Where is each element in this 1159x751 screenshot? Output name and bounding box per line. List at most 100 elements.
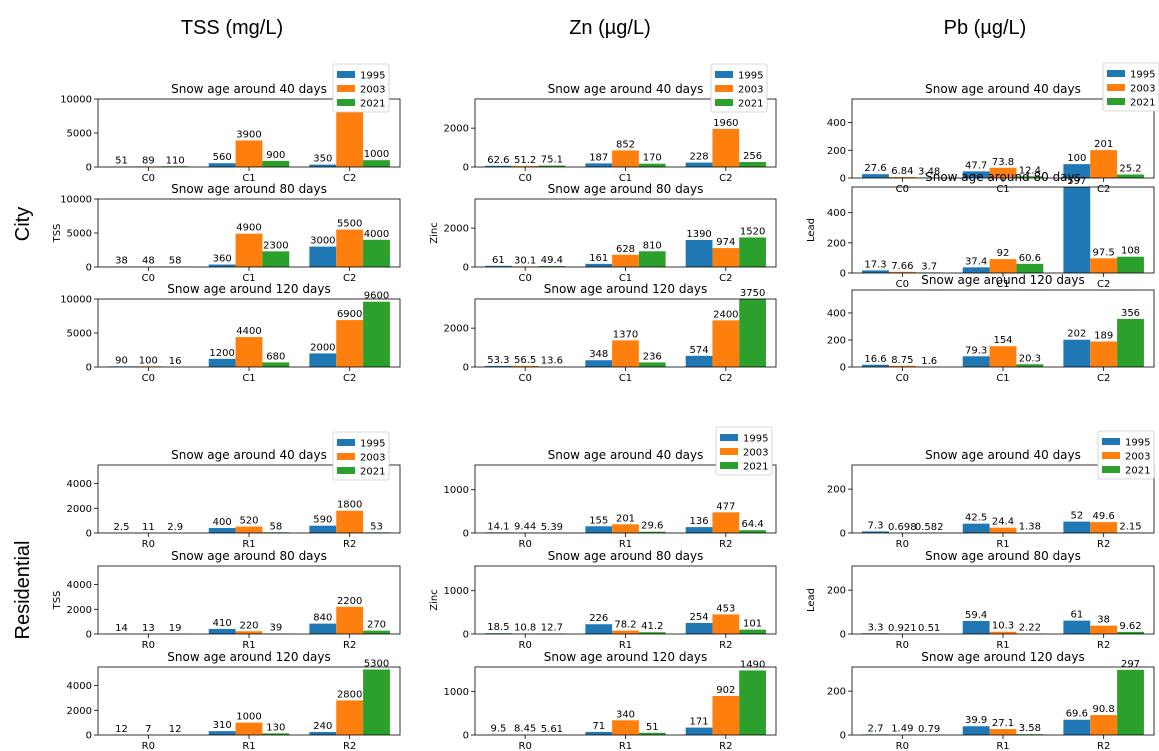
panel-title: Snow age around 80 days	[548, 549, 704, 563]
bar	[585, 526, 613, 533]
data-label: 5300	[364, 658, 389, 669]
y-tick-label: 0	[840, 630, 846, 641]
data-label: 228	[690, 152, 709, 163]
bar	[235, 526, 263, 533]
data-label: 161	[589, 253, 608, 264]
legend-swatch	[337, 85, 355, 92]
data-label: 0.582	[915, 522, 944, 533]
data-label: 10.8	[514, 623, 536, 634]
bar	[685, 727, 713, 735]
bar	[1063, 620, 1091, 634]
data-label: 1520	[740, 226, 765, 237]
legend-swatch	[715, 85, 733, 92]
data-label: 78.2	[614, 620, 636, 631]
bar	[739, 162, 766, 167]
x-tick-label: C0	[142, 373, 155, 384]
legend-label: 2003	[738, 85, 763, 96]
legend: 1995 2003 2021	[1097, 430, 1155, 480]
x-tick-label: C1	[242, 173, 255, 184]
legend-swatch	[337, 99, 355, 106]
data-label: 340	[616, 709, 635, 720]
chart-panel: Snow age around 40 days51560350893900810…	[60, 63, 401, 184]
data-label: 38	[115, 256, 128, 267]
data-label: 902	[716, 685, 735, 696]
data-label: 5.61	[541, 724, 563, 735]
data-label: 201	[1094, 139, 1113, 150]
bar	[208, 628, 236, 634]
x-tick-label: R1	[619, 539, 632, 550]
x-tick-label: R2	[343, 640, 356, 651]
bar	[235, 233, 263, 267]
panel-title: Snow age around 40 days	[548, 448, 704, 462]
data-label: 58	[169, 256, 182, 267]
legend-swatch	[337, 453, 355, 460]
y-tick-label: 200	[827, 146, 846, 157]
chart-panel: Snow age around 120 days 9.5 71 171 8.45 340 9…	[444, 650, 777, 751]
data-label: 270	[367, 620, 386, 631]
x-tick-label: R1	[242, 640, 255, 651]
data-label: 19	[169, 623, 182, 634]
legend-swatch	[1107, 70, 1125, 77]
data-label: 13	[142, 623, 155, 634]
y-tick-label: 5000	[67, 229, 92, 240]
bar	[585, 360, 613, 367]
data-label: 49.6	[1093, 511, 1115, 522]
data-label: 51	[646, 722, 659, 733]
legend: 1995 2003 2021	[332, 63, 390, 113]
x-tick-label: C1	[996, 184, 1009, 195]
x-tick-label: C2	[343, 373, 356, 384]
panel-title: Snow age around 80 days	[171, 549, 327, 563]
bar	[1090, 625, 1118, 634]
bar	[208, 264, 236, 267]
data-label: 56.5	[514, 355, 536, 366]
y-axis-label: Lead	[806, 588, 817, 612]
bar	[638, 632, 666, 634]
data-label: 29.6	[641, 521, 663, 532]
legend-swatch	[1102, 452, 1120, 459]
x-tick-label: C2	[1097, 279, 1110, 290]
y-tick-label: 0	[840, 731, 846, 742]
bar	[739, 629, 766, 634]
data-label: 1.38	[1019, 522, 1041, 533]
y-tick-label: 5000	[67, 329, 92, 340]
data-label: 51.2	[514, 155, 536, 166]
y-axis-label: Zinc	[429, 222, 440, 243]
data-label: 12.7	[541, 622, 563, 633]
data-label: 9600	[364, 291, 389, 302]
data-label: 2000	[310, 342, 335, 353]
bar	[511, 166, 539, 167]
panel-title: Snow age around 80 days	[925, 549, 1081, 563]
panel-title: Snow age around 80 days	[925, 170, 1081, 184]
chart-panel: Snow age around 40 days 14.1 155 136 9.44 201…	[444, 426, 777, 550]
chart-panel: Snow age around 80 days 38 360 3000 48 4900 55…	[52, 182, 401, 284]
x-tick-label: R2	[1097, 741, 1110, 751]
legend-label: 2003	[1125, 452, 1150, 463]
bar	[538, 165, 566, 167]
data-label: 2.22	[1019, 623, 1041, 634]
panel-title: Snow age around 40 days	[548, 82, 704, 96]
data-label: 13.6	[541, 356, 563, 367]
x-tick-label: C1	[619, 373, 632, 384]
data-label: 0.698	[888, 522, 917, 533]
data-label: 810	[643, 240, 662, 251]
data-label: 590	[313, 515, 332, 526]
data-label: 6.84	[891, 166, 913, 177]
bar	[739, 299, 766, 367]
x-tick-label: C0	[896, 373, 909, 384]
y-tick-label: 10000	[60, 295, 92, 306]
bar	[638, 251, 666, 267]
bar	[962, 356, 990, 367]
data-label: 4000	[364, 229, 389, 240]
bar	[638, 531, 666, 533]
data-label: 189	[1094, 330, 1113, 341]
data-label: 220	[239, 620, 258, 631]
bar	[363, 160, 390, 167]
data-label: 47.7	[965, 160, 987, 171]
data-label: 240	[313, 721, 332, 732]
bar	[363, 630, 390, 634]
data-label: 27.1	[992, 718, 1014, 729]
bar	[262, 160, 290, 167]
x-tick-label: R2	[719, 640, 732, 651]
chart-panel: Snow age around 120 days 12 310 240 7 1000 280…	[67, 650, 401, 751]
